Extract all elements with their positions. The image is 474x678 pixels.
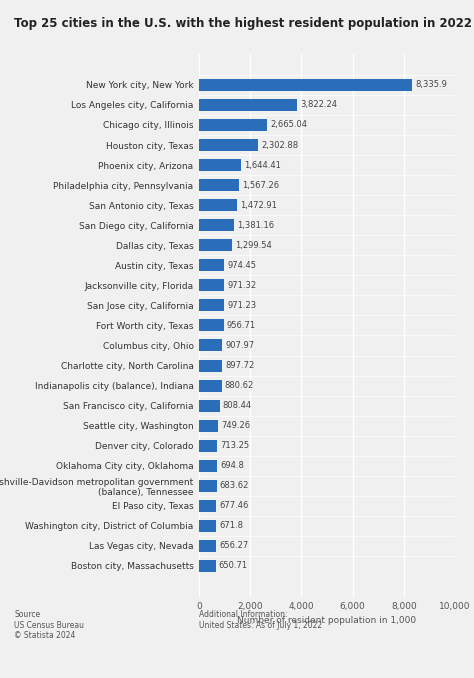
Bar	[199, 420, 218, 432]
Bar	[199, 179, 239, 191]
Text: Top 25 cities in the U.S. with the highest resident population in 2022 (in 1,000: Top 25 cities in the U.S. with the highe…	[14, 17, 474, 30]
Bar	[199, 279, 224, 292]
Bar	[199, 540, 216, 552]
Text: 971.23: 971.23	[227, 301, 256, 310]
Text: 713.25: 713.25	[220, 441, 249, 450]
Bar	[199, 340, 222, 351]
Bar	[199, 520, 216, 532]
Text: 971.32: 971.32	[227, 281, 256, 290]
Bar	[199, 79, 412, 91]
Text: 1,299.54: 1,299.54	[236, 241, 272, 250]
Bar	[199, 239, 232, 252]
Bar	[199, 99, 297, 111]
Text: 2,665.04: 2,665.04	[270, 121, 307, 129]
Bar	[199, 139, 258, 151]
Bar	[199, 259, 224, 271]
Text: 974.45: 974.45	[227, 261, 256, 270]
Text: 677.46: 677.46	[219, 501, 249, 511]
Text: 749.26: 749.26	[221, 421, 250, 430]
Bar	[199, 440, 218, 452]
Bar	[199, 199, 237, 211]
Bar	[199, 500, 217, 512]
Text: 1,567.26: 1,567.26	[242, 180, 279, 190]
Text: 1,644.41: 1,644.41	[244, 161, 281, 170]
Bar	[199, 480, 217, 492]
Bar	[199, 219, 235, 231]
Text: 2,302.88: 2,302.88	[261, 140, 298, 150]
Text: 880.62: 880.62	[225, 381, 254, 390]
Bar	[199, 119, 267, 131]
Text: 1,381.16: 1,381.16	[237, 221, 274, 230]
X-axis label: Number of resident population in 1,000: Number of resident population in 1,000	[237, 616, 417, 625]
Text: Source
US Census Bureau
© Statista 2024: Source US Census Bureau © Statista 2024	[14, 610, 84, 640]
Text: 808.44: 808.44	[223, 401, 252, 410]
Text: 694.8: 694.8	[220, 461, 244, 471]
Text: 3,822.24: 3,822.24	[300, 100, 337, 109]
Text: 897.72: 897.72	[225, 361, 255, 370]
Bar	[199, 319, 224, 332]
Bar	[199, 359, 222, 372]
Bar	[199, 560, 216, 572]
Text: Additional Information:
United States: As of July 1, 2022: Additional Information: United States: A…	[199, 610, 322, 630]
Text: 683.62: 683.62	[219, 481, 249, 490]
Text: 1,472.91: 1,472.91	[240, 201, 277, 210]
Text: 656.27: 656.27	[219, 542, 248, 551]
Bar	[199, 380, 222, 392]
Text: 671.8: 671.8	[219, 521, 243, 530]
Bar	[199, 300, 224, 311]
Text: 907.97: 907.97	[226, 341, 255, 350]
Text: 956.71: 956.71	[227, 321, 256, 330]
Bar	[199, 460, 217, 472]
Text: 650.71: 650.71	[219, 561, 248, 570]
Bar	[199, 399, 220, 412]
Bar	[199, 159, 241, 171]
Text: 8,335.9: 8,335.9	[416, 81, 447, 89]
